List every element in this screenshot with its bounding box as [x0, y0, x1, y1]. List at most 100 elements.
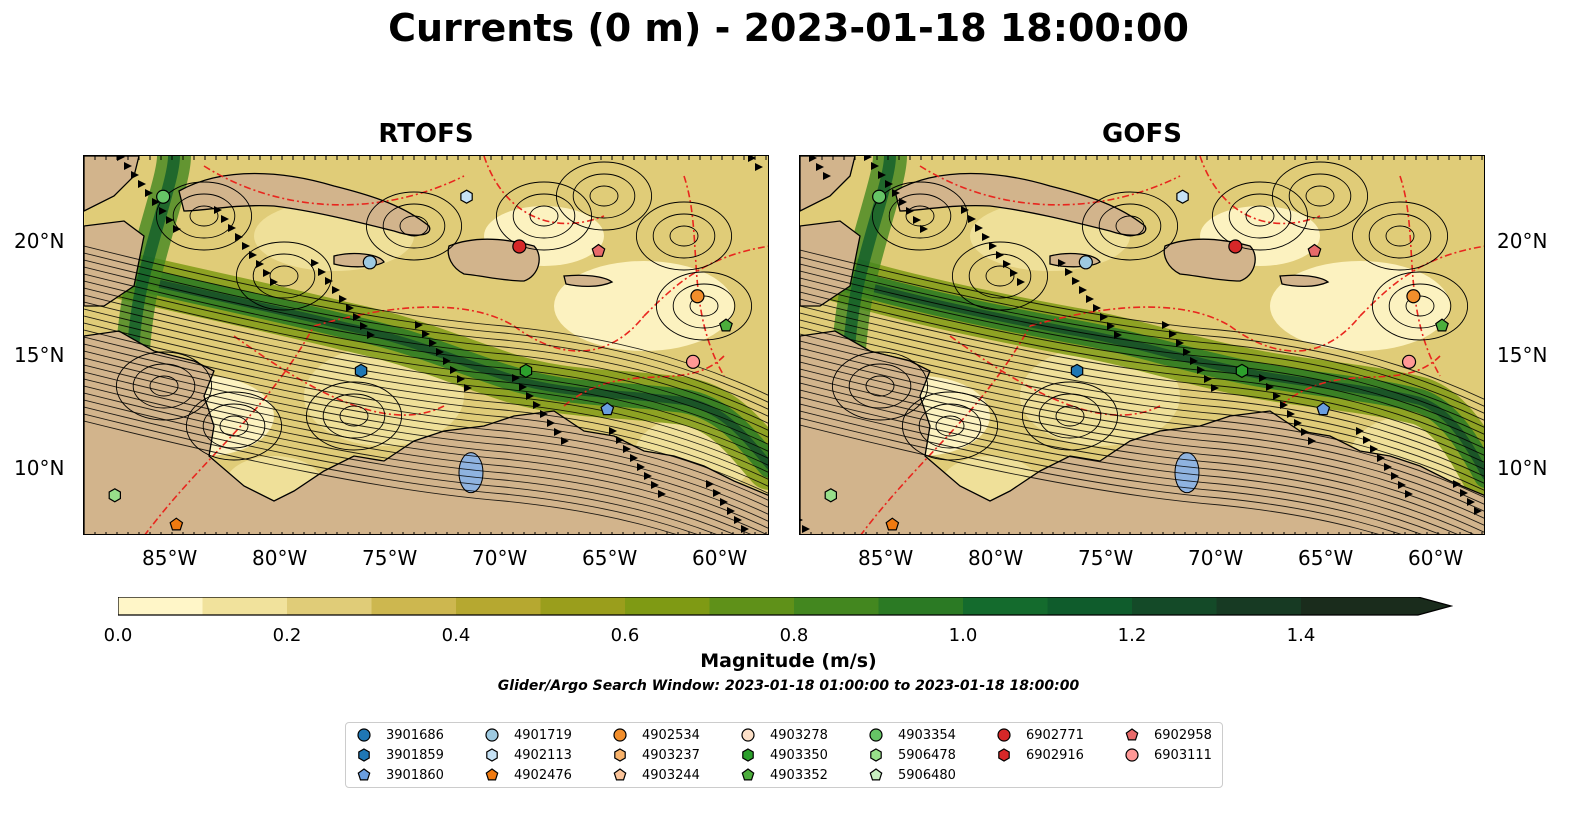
colorbar-segment [202, 597, 288, 615]
lon-label: 80°W [252, 546, 308, 570]
legend-label: 6902771 [1026, 727, 1084, 743]
lon-label: 75°W [1078, 546, 1134, 570]
circle-marker-icon [869, 728, 883, 742]
float-marker-6902958 [591, 243, 606, 257]
legend-label: 4903237 [642, 747, 700, 763]
circle-marker-shape [869, 728, 883, 742]
hexagon-marker-shape [870, 748, 882, 762]
circle-marker-shape [1125, 748, 1139, 762]
float-marker-5906478 [108, 488, 122, 503]
legend-item-4903354: 4903354 [868, 726, 956, 744]
hexagon-marker-shape [998, 748, 1010, 762]
hexagon-marker-shape [742, 748, 754, 762]
hexagon-marker-icon [998, 748, 1010, 762]
lat-label: 20°N [1497, 229, 1548, 253]
panel-title-rtofs: RTOFS [378, 119, 474, 149]
lon-label: 85°W [858, 546, 914, 570]
colorbar-label: Magnitude (m/s) [700, 650, 877, 672]
hexagon-marker-shape [358, 748, 370, 762]
hexagon-marker-icon [742, 748, 754, 762]
float-marker-4903354 [872, 189, 887, 204]
legend-label: 3901686 [386, 727, 444, 743]
legend-item-4902476: 4902476 [484, 766, 572, 784]
circle-marker-shape [357, 728, 371, 742]
circle-marker-shape [997, 728, 1011, 742]
pentagon-marker-icon [741, 768, 755, 781]
legend-item-4903352: 4903352 [740, 766, 828, 784]
colorbar-segment [878, 597, 964, 615]
float-marker-4902534 [690, 289, 705, 304]
pentagon-marker-shape [741, 768, 755, 781]
circle-marker-icon [485, 728, 499, 742]
legend-label: 5906478 [898, 747, 956, 763]
legend-label: 4903354 [898, 727, 956, 743]
pentagon-marker-shape [357, 768, 371, 781]
float-marker-4903352 [1435, 318, 1449, 332]
pentagon-marker-shape [869, 768, 883, 781]
float-marker-3901859 [354, 363, 368, 379]
float-marker-3901860 [600, 402, 615, 416]
circle-marker-shape [741, 728, 755, 742]
legend-item-4902113: 4902113 [484, 746, 572, 764]
lat-label: 10°N [1497, 456, 1548, 480]
float-marker-4901719 [1078, 255, 1093, 270]
float-marker-4903350 [519, 363, 533, 379]
lat-label: 15°N [14, 343, 65, 367]
legend-item-3901686: 3901686 [356, 726, 444, 744]
colorbar-segment [1132, 597, 1217, 615]
lon-label: 60°W [1408, 546, 1464, 570]
float-marker-6903111 [685, 354, 701, 369]
colorbar-tick: 0.6 [610, 625, 640, 646]
float-marker-6902771 [1228, 239, 1243, 254]
colorbar-segment [371, 597, 457, 615]
legend-label: 5906480 [898, 767, 956, 783]
legend-item-4903237: 4903237 [612, 746, 700, 764]
circle-marker-icon [741, 728, 755, 742]
colorbar-segment [1047, 597, 1133, 615]
lat-label: 10°N [14, 456, 65, 480]
colorbar-extend-arrow [1301, 597, 1451, 615]
float-marker-4902476 [885, 517, 900, 531]
lon-label: 70°W [472, 546, 528, 570]
pentagon-marker-icon [869, 768, 883, 781]
lat-label: 15°N [1497, 343, 1548, 367]
legend-label: 4903244 [642, 767, 700, 783]
hexagon-marker-icon [358, 748, 370, 762]
colorbar-tick: 0.2 [272, 625, 302, 646]
legend-label: 3901860 [386, 767, 444, 783]
colorbar-tick: 0.0 [103, 625, 133, 646]
legend-item-4903278: 4903278 [740, 726, 828, 744]
circle-marker-shape [485, 728, 499, 742]
legend-item-6902916: 6902916 [996, 746, 1084, 764]
pentagon-marker-shape [1125, 728, 1139, 741]
legend-item-6903111: 6903111 [1124, 746, 1212, 764]
colorbar-segment [709, 597, 795, 615]
colorbar-segment [118, 597, 203, 615]
legend-item-3901859: 3901859 [356, 746, 444, 764]
lon-label: 65°W [582, 546, 638, 570]
colorbar-tick: 0.8 [779, 625, 809, 646]
colorbar-tick: 1.2 [1117, 625, 1147, 646]
float-marker-4902476 [169, 517, 184, 531]
legend-label: 4901719 [514, 727, 572, 743]
circle-marker-icon [1125, 748, 1139, 762]
float-marker-3901860 [1316, 402, 1331, 416]
float-marker-4902534 [1406, 289, 1421, 304]
float-marker-5906478 [824, 488, 838, 503]
colorbar-segment [963, 597, 1048, 615]
legend-item-6902958: 6902958 [1124, 726, 1212, 744]
circle-marker-icon [357, 728, 371, 742]
lon-label: 60°W [692, 546, 748, 570]
legend-item-3901860: 3901860 [356, 766, 444, 784]
float-legend: 3901686 3901859 3901860 4901719 4902113 49024… [345, 722, 1223, 788]
map-canvas-gofs [800, 156, 1484, 534]
colorbar-segment [456, 597, 541, 615]
pentagon-marker-icon [357, 768, 371, 781]
float-marker-3901859 [1070, 363, 1084, 379]
legend-label: 4902113 [514, 747, 572, 763]
pentagon-marker-icon [1125, 728, 1139, 741]
search-window-subtitle: Glider/Argo Search Window: 2023-01-18 01… [497, 678, 1080, 694]
legend-label: 3901859 [386, 747, 444, 763]
float-marker-4901719 [362, 255, 377, 270]
legend-label: 6902916 [1026, 747, 1084, 763]
